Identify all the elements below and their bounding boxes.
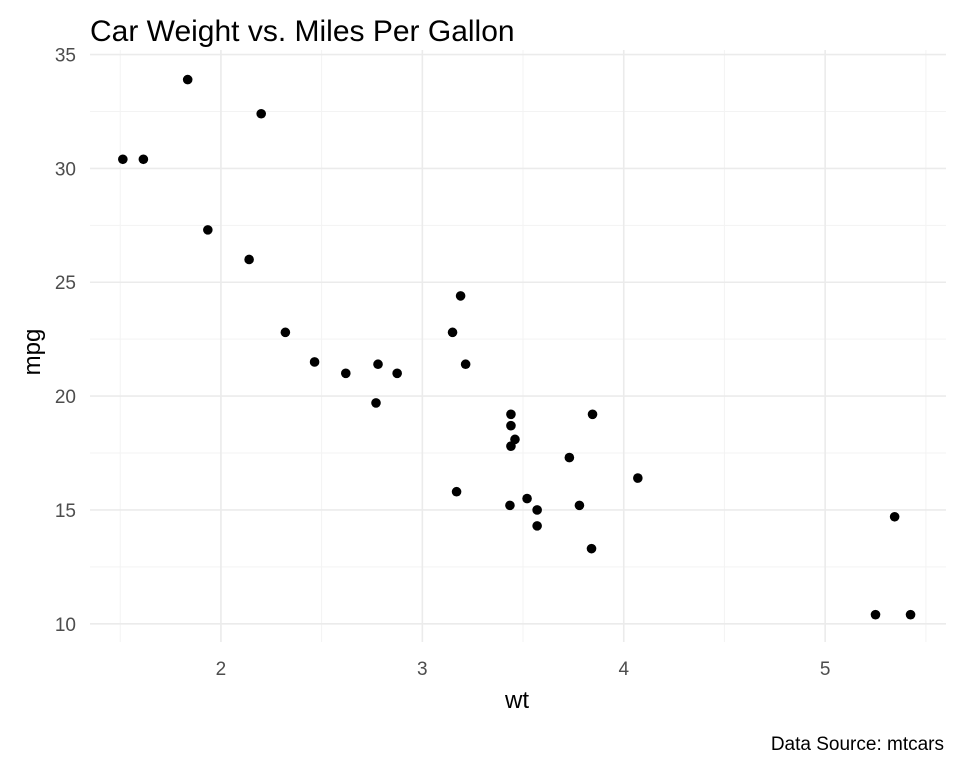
chart-caption: Data Source: mtcars (771, 734, 944, 755)
scatter-point (506, 441, 516, 451)
scatter-point (564, 452, 575, 463)
x-tick-label: 2 (216, 659, 227, 680)
scatter-point (532, 521, 542, 531)
scatter-point (505, 500, 515, 511)
y-tick-label: 30 (55, 159, 76, 180)
minor-grid (90, 50, 946, 642)
scatter-point (889, 511, 900, 522)
y-axis-title: mpg (19, 329, 46, 376)
scatter-point (309, 357, 320, 367)
y-axis-tick-labels: 10 15 20 25 30 35 (55, 46, 76, 636)
scatter-point (586, 543, 597, 554)
scatter-point (506, 420, 516, 431)
scatter-point (532, 505, 542, 515)
points-layer (118, 74, 916, 620)
major-grid (90, 50, 946, 642)
scatter-point (460, 359, 471, 370)
x-tick-label: 5 (820, 659, 831, 680)
scatter-point (522, 493, 532, 504)
scatter-point (244, 254, 254, 265)
scatter-point (118, 154, 128, 165)
scatter-point (587, 409, 598, 420)
y-tick-label: 10 (55, 615, 76, 636)
scatter-point (203, 225, 213, 235)
scatter-point (633, 473, 643, 483)
scatter-point (371, 398, 381, 408)
scatter-point (905, 609, 916, 620)
scatter-point (340, 368, 351, 379)
chart-title: Car Weight vs. Miles Per Gallon (90, 15, 515, 48)
y-tick-label: 15 (55, 501, 76, 522)
scatter-point (870, 609, 881, 620)
y-tick-label: 20 (55, 387, 76, 408)
scatter-point (574, 500, 585, 511)
scatter-point (392, 368, 402, 379)
scatter-point (373, 359, 383, 370)
x-tick-label: 4 (618, 659, 629, 680)
y-tick-label: 35 (55, 46, 76, 67)
x-axis-tick-labels: 2 3 4 5 (216, 659, 831, 680)
scatter-point (447, 327, 458, 338)
scatter-point (451, 486, 462, 497)
scatter-point (506, 409, 516, 420)
y-tick-label: 25 (55, 273, 76, 294)
x-tick-label: 3 (417, 659, 428, 680)
scatter-point (138, 154, 149, 165)
scatter-point (280, 327, 291, 338)
x-axis-title: wt (504, 687, 529, 714)
scatter-point (182, 74, 193, 85)
scatter-point (455, 291, 466, 301)
scatter-point (256, 108, 267, 119)
